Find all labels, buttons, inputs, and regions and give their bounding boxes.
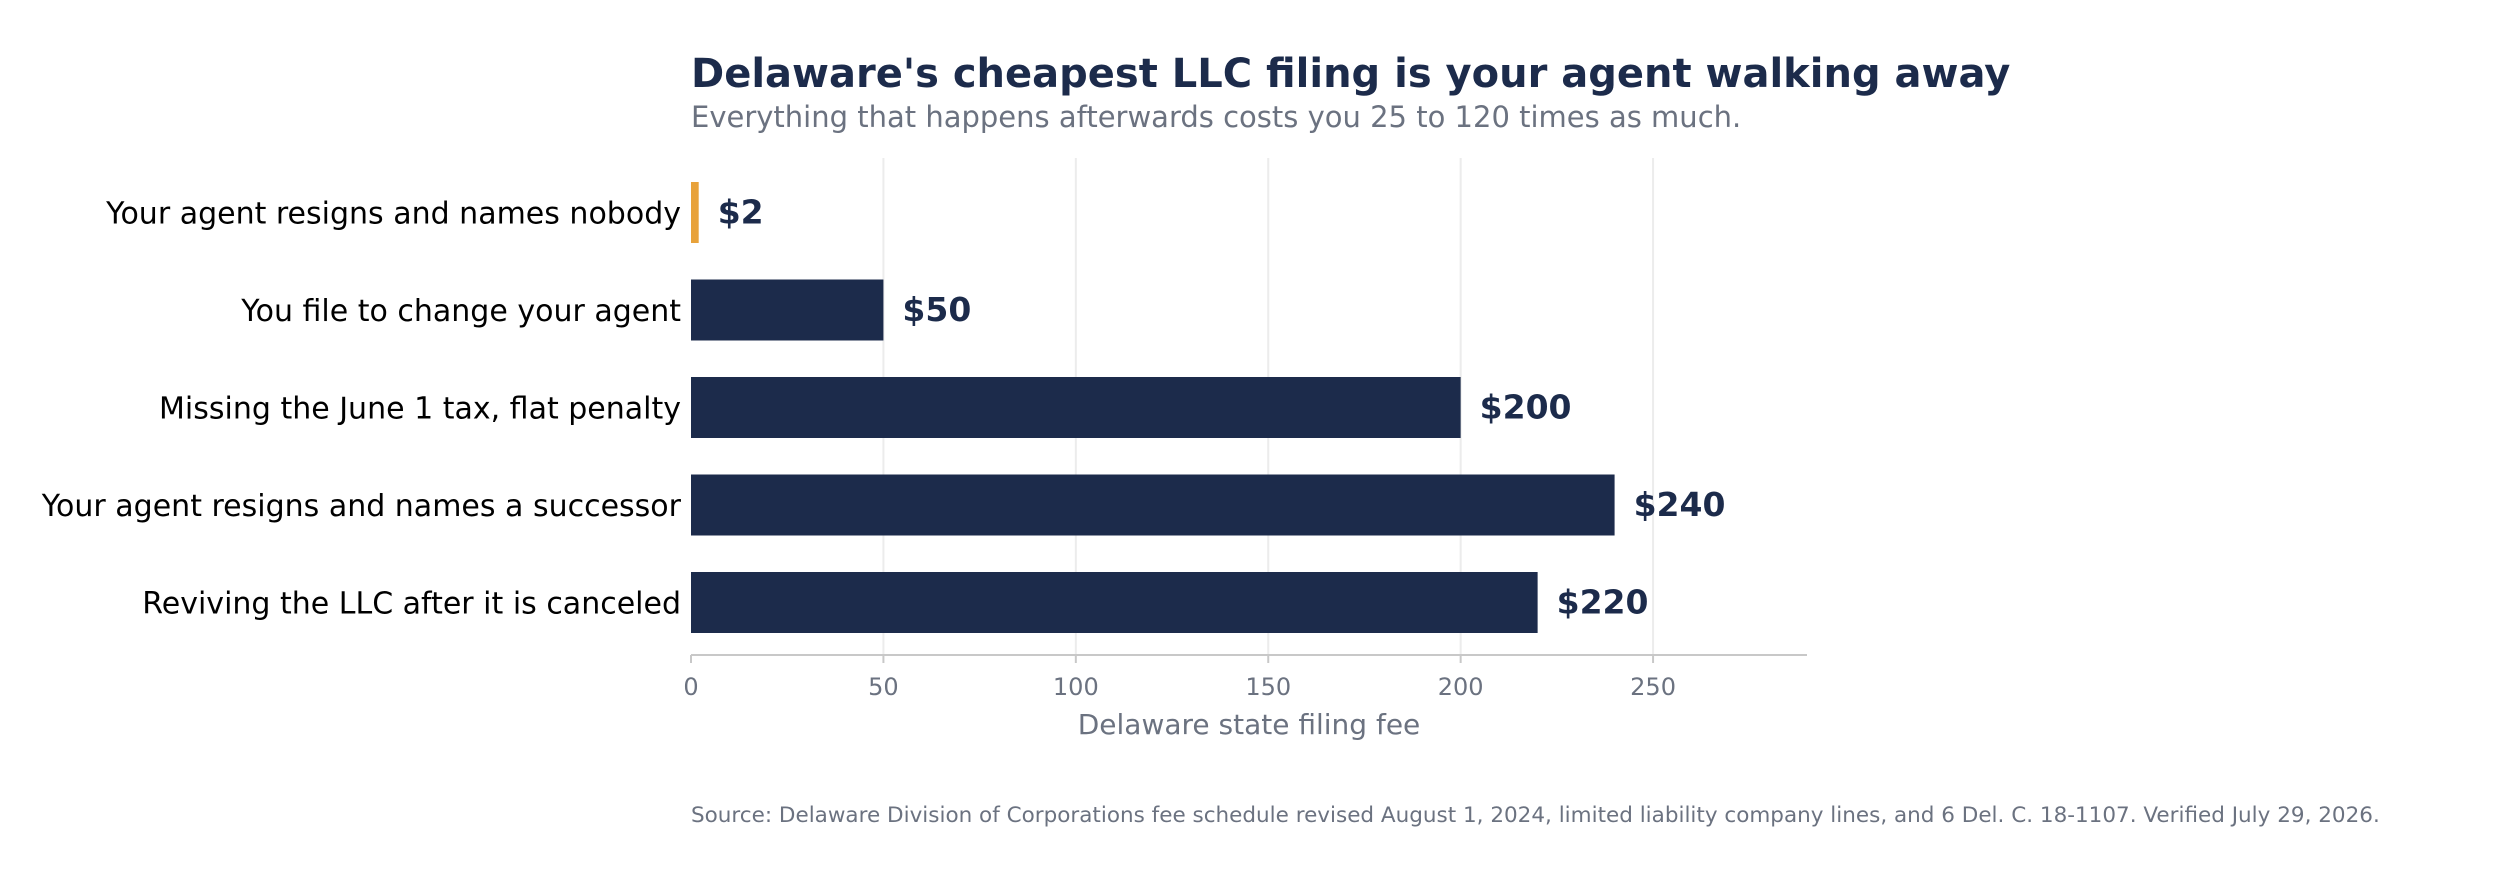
source-note: Source: Delaware Division of Corporation… — [691, 803, 2380, 828]
value-label: $220 — [1557, 583, 1649, 622]
bar — [691, 474, 1615, 536]
bars: Your agent resigns and names nobody $2 You… — [41, 182, 1726, 633]
value-label: $2 — [718, 193, 764, 232]
bar — [691, 279, 884, 341]
chart-subtitle: Everything that happens afterwards costs… — [691, 100, 1741, 134]
value-label: $200 — [1480, 388, 1572, 427]
bar — [691, 182, 699, 243]
category-label: Your agent resigns and names nobody — [105, 197, 681, 232]
category-label: Missing the June 1 tax, flat penalty — [159, 392, 681, 427]
x-tick-label: 100 — [1053, 673, 1099, 701]
x-axis-title: Delaware state filing fee — [1078, 708, 1421, 741]
category-label: Reviving the LLC after it is canceled — [142, 587, 681, 622]
value-label: $240 — [1634, 485, 1726, 524]
category-label: You file to change your agent — [240, 294, 681, 329]
x-tick-label: 200 — [1438, 673, 1484, 701]
x-axis: 0 50 100 150 200 250 — [683, 654, 1807, 701]
bar — [691, 572, 1538, 633]
category-label: Your agent resigns and names a successor — [41, 489, 682, 524]
x-tick-label: 0 — [683, 673, 698, 701]
x-tick-label: 50 — [868, 673, 899, 701]
value-label: $50 — [902, 290, 971, 329]
x-tick-label: 150 — [1245, 673, 1291, 701]
x-tick-label: 250 — [1630, 673, 1676, 701]
chart-title: Delaware's cheapest LLC filing is your a… — [691, 51, 2010, 97]
bar — [691, 377, 1461, 438]
